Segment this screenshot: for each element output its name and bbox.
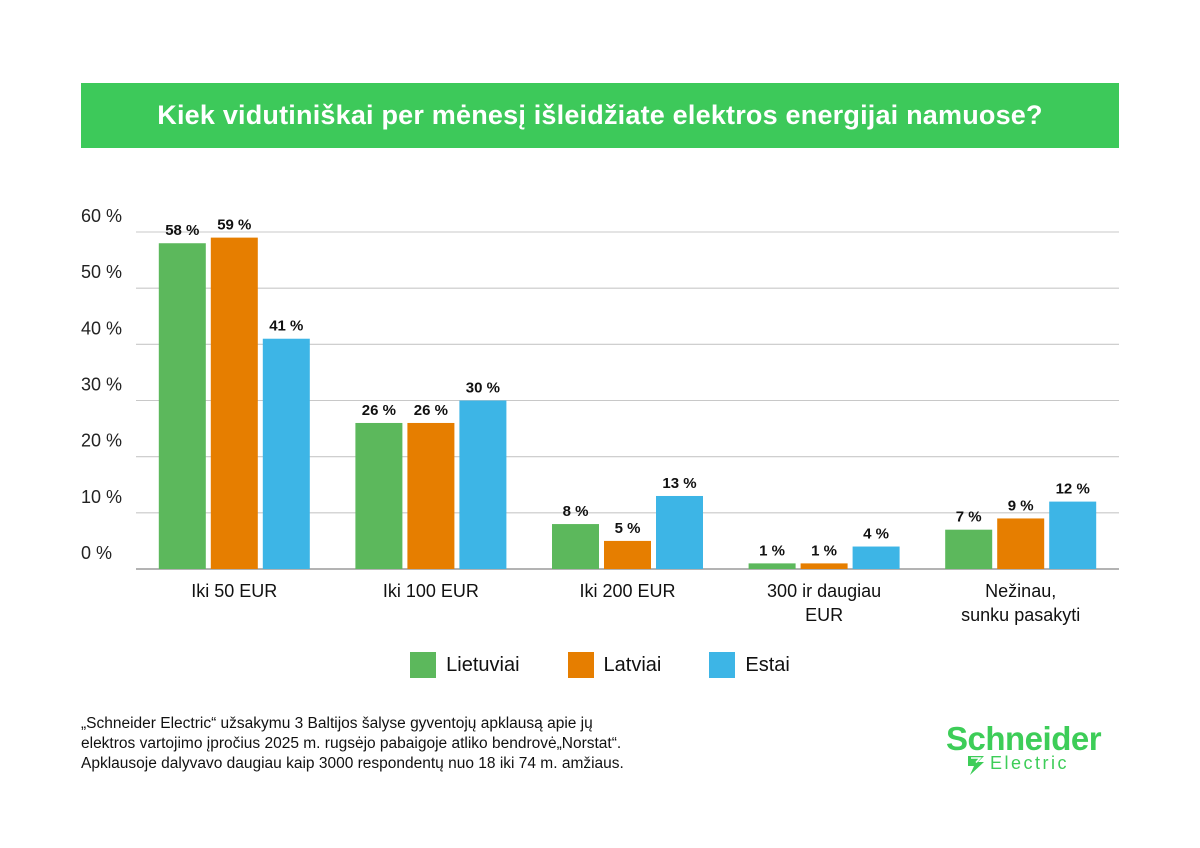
data-label: 1 % <box>811 542 837 559</box>
y-tick-label: 30 % <box>81 375 122 395</box>
bar <box>407 422 455 569</box>
data-label: 41 % <box>269 318 303 335</box>
legend-swatch-estai <box>709 652 736 678</box>
footnote-line-1: „Schneider Electric“ užsakymu 3 Baltijos… <box>81 715 593 732</box>
legend-label-lietuviai: Lietuviai <box>446 653 520 676</box>
x-tick-label: sunku pasakyti <box>961 605 1080 625</box>
bar-chart: 0 % 10 % 20 % 30 % 40 % 50 % 60 % 58 % 59 % 41 % I… <box>81 206 1119 625</box>
schneider-electric-logo: Schneider Electric <box>946 720 1121 776</box>
bar <box>158 243 206 569</box>
x-tick-label: Iki 100 EUR <box>383 581 479 601</box>
bar <box>945 529 993 569</box>
data-label: 12 % <box>1056 481 1090 498</box>
data-label: 13 % <box>662 475 696 492</box>
y-tick-label: 0 % <box>81 543 112 563</box>
bar <box>800 563 848 569</box>
title-banner: Kiek vidutiniškai per mėnesį išleidžiate… <box>81 83 1119 148</box>
data-label: 1 % <box>759 542 785 559</box>
data-label: 4 % <box>863 526 889 543</box>
y-tick-label: 60 % <box>81 206 122 226</box>
y-tick-label: 20 % <box>81 431 122 451</box>
legend-swatch-lietuviai <box>410 652 437 678</box>
legend-label-estai: Estai <box>745 653 790 676</box>
logo-wordmark: Schneider <box>946 720 1102 757</box>
data-label: 26 % <box>362 402 396 419</box>
schneider-logo-mark-icon <box>968 756 984 775</box>
legend-label-latviai: Latviai <box>603 653 662 676</box>
logo-subtitle: Electric <box>990 753 1070 773</box>
x-tick-label: EUR <box>805 605 843 625</box>
x-tick-label: Iki 200 EUR <box>579 581 675 601</box>
data-label: 5 % <box>615 520 641 537</box>
x-tick-label: Nežinau, <box>985 581 1056 601</box>
bar <box>997 518 1045 569</box>
legend: Lietuviai Latviai Estai <box>0 652 1200 678</box>
x-tick-label: 300 ir daugiau <box>767 581 881 601</box>
bar <box>852 546 900 569</box>
data-label: 59 % <box>217 217 251 234</box>
data-label: 9 % <box>1008 497 1034 514</box>
legend-item-latviai: Latviai <box>567 652 662 678</box>
footnote: „Schneider Electric“ užsakymu 3 Baltijos… <box>81 714 781 774</box>
data-label: 7 % <box>956 509 982 526</box>
data-label: 8 % <box>563 503 589 520</box>
legend-swatch-latviai <box>567 652 594 678</box>
footnote-line-3: Apklausoje dalyvavo daugiau kaip 3000 re… <box>81 755 624 772</box>
legend-item-estai: Estai <box>709 652 790 678</box>
y-tick-label: 40 % <box>81 318 122 338</box>
bar <box>656 495 703 569</box>
bar <box>262 338 310 569</box>
footnote-line-2: elektros vartojimo įpročius 2025 m. rugs… <box>81 735 622 752</box>
chart-title: Kiek vidutiniškai per mėnesį išleidžiate… <box>157 100 1043 130</box>
bar <box>355 422 403 569</box>
bar <box>748 563 796 569</box>
y-tick-label: 10 % <box>81 487 122 507</box>
bar <box>1049 501 1097 569</box>
data-label: 30 % <box>466 380 500 397</box>
bar <box>210 237 258 569</box>
bar <box>459 400 507 569</box>
bar <box>552 524 599 569</box>
x-tick-label: Iki 50 EUR <box>191 581 277 601</box>
data-label: 58 % <box>165 222 199 239</box>
bar <box>604 540 651 569</box>
legend-item-lietuviai: Lietuviai <box>410 652 520 678</box>
data-label: 26 % <box>414 402 448 419</box>
y-tick-label: 50 % <box>81 262 122 282</box>
